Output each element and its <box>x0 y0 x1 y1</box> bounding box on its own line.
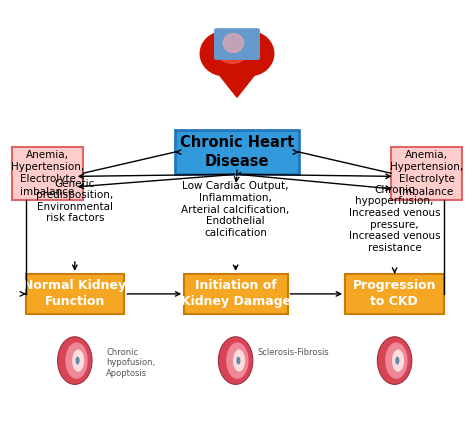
Circle shape <box>226 32 274 76</box>
Ellipse shape <box>75 356 80 365</box>
Circle shape <box>223 34 244 52</box>
Text: Chronic
hypofusion,
Apoptosis: Chronic hypofusion, Apoptosis <box>106 348 155 378</box>
Text: Anemia,
Hypertension,
Electrolyte
imbalance: Anemia, Hypertension, Electrolyte imbala… <box>390 150 463 197</box>
Polygon shape <box>202 54 272 97</box>
Ellipse shape <box>57 337 92 384</box>
Ellipse shape <box>377 337 412 384</box>
Ellipse shape <box>72 350 84 372</box>
Text: Anemia,
Hypertension,
Electrolyte
imbalance: Anemia, Hypertension, Electrolyte imbala… <box>11 150 84 197</box>
Ellipse shape <box>65 342 88 379</box>
FancyBboxPatch shape <box>175 130 299 174</box>
Text: Sclerosis-Fibrosis: Sclerosis-Fibrosis <box>258 348 329 357</box>
Text: Genetic
predisposition,
Environmental
risk factors: Genetic predisposition, Environmental ri… <box>36 178 113 224</box>
Ellipse shape <box>395 356 400 365</box>
Ellipse shape <box>385 342 408 379</box>
Ellipse shape <box>237 356 240 365</box>
Circle shape <box>215 31 250 63</box>
Text: Chronic Heart
Disease: Chronic Heart Disease <box>180 135 294 169</box>
FancyBboxPatch shape <box>26 274 125 314</box>
Text: Initiation of
Kidney Damage: Initiation of Kidney Damage <box>181 279 291 308</box>
Ellipse shape <box>219 337 253 384</box>
Text: Normal Kidney
Function: Normal Kidney Function <box>24 279 127 308</box>
FancyBboxPatch shape <box>214 28 260 60</box>
Ellipse shape <box>233 350 245 372</box>
FancyBboxPatch shape <box>12 147 83 199</box>
Text: Progression
to CKD: Progression to CKD <box>353 279 436 308</box>
Text: Chronic
hypoperfusion,
Increased venous
pressure,
Increased venous
resistance: Chronic hypoperfusion, Increased venous … <box>349 185 440 253</box>
Ellipse shape <box>226 342 248 379</box>
Circle shape <box>200 32 248 76</box>
FancyBboxPatch shape <box>184 274 288 314</box>
FancyBboxPatch shape <box>391 147 462 199</box>
Ellipse shape <box>392 350 404 372</box>
FancyBboxPatch shape <box>345 274 444 314</box>
Text: Low Cardiac Output,
Inflammation,
Arterial calcification,
Endothelial
calcificat: Low Cardiac Output, Inflammation, Arteri… <box>182 181 290 238</box>
